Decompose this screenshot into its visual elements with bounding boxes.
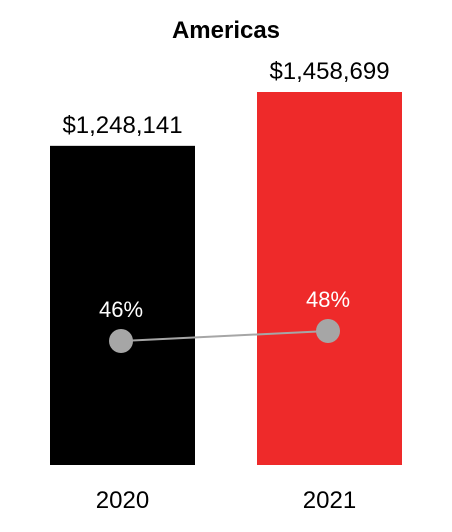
chart-title: Americas xyxy=(172,17,280,44)
bar-2020 xyxy=(50,145,195,465)
category-label-2020: 2020 xyxy=(96,487,149,514)
percent-label-2021: 48% xyxy=(306,287,350,312)
bar-2021 xyxy=(257,92,402,465)
percent-line xyxy=(120,330,329,342)
category-label-2021: 2021 xyxy=(303,487,356,514)
chart-marks: $1,248,141 2020 $1,458,699 2021 46% 48% xyxy=(50,58,402,514)
value-label-2020: $1,248,141 xyxy=(62,112,182,139)
percent-marker-2021 xyxy=(316,319,340,343)
percent-label-2020: 46% xyxy=(99,297,143,322)
value-label-2021: $1,458,699 xyxy=(269,58,389,85)
percent-marker-2020 xyxy=(109,329,133,353)
